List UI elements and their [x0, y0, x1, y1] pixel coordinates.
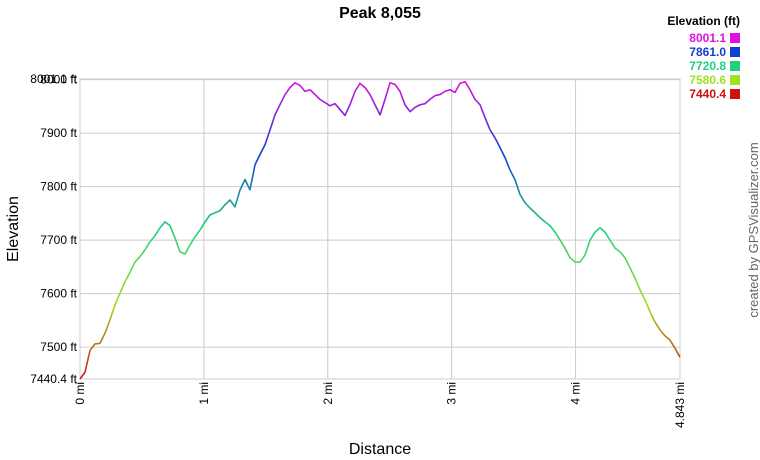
y-tick-label: 7600 ft — [40, 287, 77, 301]
plot-area — [79, 78, 681, 380]
y-tick-label: 8001.1 ft — [30, 72, 77, 86]
legend-swatch — [730, 75, 740, 85]
legend-label: 7720.8 — [689, 59, 726, 73]
y-tick-label: 8000 ft — [40, 73, 77, 87]
y-tick-label: 7500 ft — [40, 340, 77, 354]
legend-swatch — [730, 33, 740, 43]
x-tick-label: 4.843 mi — [673, 382, 687, 428]
y-tick-label: 7440.4 ft — [30, 372, 77, 386]
y-tick-label: 7700 ft — [40, 233, 77, 247]
y-axis-label: Elevation — [5, 196, 22, 262]
y-tick-label: 7800 ft — [40, 180, 77, 194]
legend-title: Elevation (ft) — [667, 14, 740, 28]
y-tick-label: 7900 ft — [40, 126, 77, 140]
chart-title: Peak 8,055 — [339, 5, 421, 22]
x-tick-label: 4 mi — [569, 382, 583, 405]
legend-label: 8001.1 — [689, 31, 726, 45]
x-axis-label: Distance — [349, 441, 411, 458]
legend-label: 7440.4 — [689, 87, 726, 101]
legend-label: 7580.6 — [689, 73, 726, 87]
credit: created by GPSVisualizer.com — [746, 142, 760, 317]
legend-swatch — [730, 47, 740, 57]
legend-label: 7861.0 — [689, 45, 726, 59]
elevation-line — [79, 80, 681, 380]
x-tick-label: 0 mi — [73, 382, 87, 405]
x-tick-label: 2 mi — [321, 382, 335, 405]
x-tick-label: 1 mi — [197, 382, 211, 405]
x-tick-label: 3 mi — [445, 382, 459, 405]
legend-swatch — [730, 61, 740, 71]
legend-swatch — [730, 89, 740, 99]
